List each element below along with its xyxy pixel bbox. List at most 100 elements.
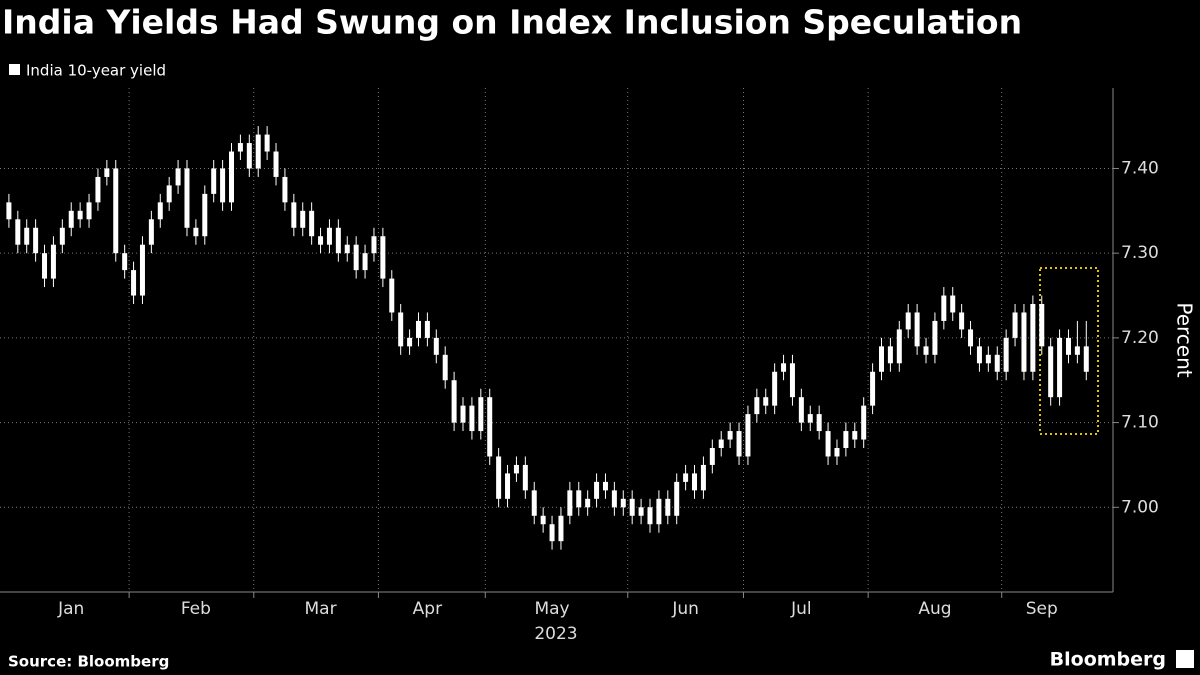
x-tick-label: Apr bbox=[413, 599, 442, 619]
candle-body bbox=[353, 244, 359, 271]
candle-body bbox=[1021, 312, 1027, 372]
candle-body bbox=[1048, 346, 1054, 398]
candle-body bbox=[122, 253, 128, 271]
x-axis-title: 2023 bbox=[534, 624, 577, 644]
candle-body bbox=[656, 498, 662, 525]
candle-body bbox=[994, 354, 1000, 372]
y-tick-label: 7.40 bbox=[1121, 158, 1159, 178]
x-tick-label: May bbox=[534, 599, 569, 619]
candle-body bbox=[1057, 337, 1063, 398]
candle-body bbox=[505, 473, 511, 499]
candle-body bbox=[887, 346, 893, 364]
candle-body bbox=[896, 329, 902, 364]
candle-body bbox=[576, 490, 582, 508]
candle-body bbox=[968, 329, 974, 347]
candle-body bbox=[415, 320, 421, 338]
candle-body bbox=[905, 312, 911, 330]
candle-body bbox=[318, 236, 324, 245]
legend-label: India 10-year yield bbox=[26, 62, 166, 80]
candle-body bbox=[638, 507, 644, 516]
candle-body bbox=[567, 490, 573, 516]
candle-body bbox=[433, 337, 439, 355]
candle-body bbox=[870, 371, 876, 406]
candle-body bbox=[33, 227, 39, 254]
candle-body bbox=[852, 431, 858, 440]
candle-body bbox=[1083, 346, 1089, 372]
candle-body bbox=[77, 210, 83, 220]
candle-body bbox=[709, 448, 715, 465]
candle-body bbox=[923, 346, 929, 355]
candle-body bbox=[620, 498, 626, 508]
legend-swatch bbox=[9, 64, 20, 75]
candle-body bbox=[825, 431, 831, 457]
candle-body bbox=[237, 143, 243, 152]
candle-body bbox=[389, 278, 395, 313]
brand: Bloomberg bbox=[1050, 649, 1166, 671]
chart-title: India Yields Had Swung on Index Inclusio… bbox=[2, 3, 1022, 42]
candle-body bbox=[1003, 337, 1009, 372]
candle-body bbox=[531, 490, 537, 516]
candle-body bbox=[59, 227, 65, 245]
x-tick-label: Mar bbox=[305, 599, 337, 619]
candle-body bbox=[816, 414, 822, 432]
candle-body bbox=[202, 193, 208, 237]
candle-body bbox=[264, 134, 270, 152]
candle-body bbox=[15, 219, 21, 245]
y-tick-label: 7.00 bbox=[1121, 497, 1159, 517]
candle-body bbox=[932, 320, 938, 355]
candle-body bbox=[478, 397, 484, 432]
candle-body bbox=[914, 312, 920, 347]
candle-body bbox=[611, 490, 617, 508]
x-tick-label: Sep bbox=[1026, 599, 1058, 619]
candle-body bbox=[878, 346, 884, 372]
candle-body bbox=[745, 414, 751, 457]
y-axis-title: Percent bbox=[1173, 302, 1197, 377]
candle-body bbox=[184, 168, 190, 228]
candle-body bbox=[68, 210, 74, 228]
candle-body bbox=[86, 202, 92, 220]
x-tick-label: Jun bbox=[671, 599, 699, 619]
candle-body bbox=[976, 346, 982, 364]
candle-body bbox=[469, 405, 475, 432]
candle-body bbox=[371, 236, 377, 254]
candle-body bbox=[540, 515, 546, 525]
candle-body bbox=[24, 227, 30, 245]
candle-body bbox=[727, 431, 733, 440]
candle-body bbox=[42, 253, 48, 279]
x-tick-label: Jul bbox=[790, 599, 812, 619]
x-tick-label: Feb bbox=[181, 599, 211, 619]
candle-body bbox=[692, 473, 698, 491]
candle-body bbox=[861, 405, 867, 440]
candle-body bbox=[166, 185, 172, 203]
x-tick-label: Jan bbox=[57, 599, 84, 619]
candle-body bbox=[1012, 312, 1018, 338]
candle-body bbox=[959, 312, 965, 330]
candle-body bbox=[558, 515, 564, 542]
candle-body bbox=[309, 210, 315, 237]
candle-body bbox=[344, 244, 350, 254]
candle-body bbox=[6, 202, 12, 220]
candle-body bbox=[585, 498, 591, 508]
candle-body bbox=[1030, 304, 1036, 372]
candle-body bbox=[487, 397, 493, 457]
candle-body bbox=[763, 397, 769, 406]
candle-body bbox=[104, 168, 110, 177]
brand-icon bbox=[1176, 650, 1194, 668]
candle-body bbox=[496, 456, 502, 499]
candle-body bbox=[941, 295, 947, 321]
y-tick-label: 7.30 bbox=[1121, 243, 1159, 263]
candle-body bbox=[113, 168, 119, 254]
candle-body bbox=[807, 414, 813, 423]
candle-body bbox=[148, 219, 154, 245]
candle-body bbox=[834, 448, 840, 457]
candle-body bbox=[522, 464, 528, 491]
candle-body bbox=[718, 439, 724, 448]
candle-body bbox=[380, 236, 386, 279]
candle-body bbox=[798, 397, 804, 423]
candle-body bbox=[229, 151, 235, 203]
y-tick-label: 7.10 bbox=[1121, 413, 1159, 433]
candle-body bbox=[1074, 346, 1080, 355]
candle-body bbox=[175, 168, 181, 186]
candle-body bbox=[157, 202, 163, 220]
